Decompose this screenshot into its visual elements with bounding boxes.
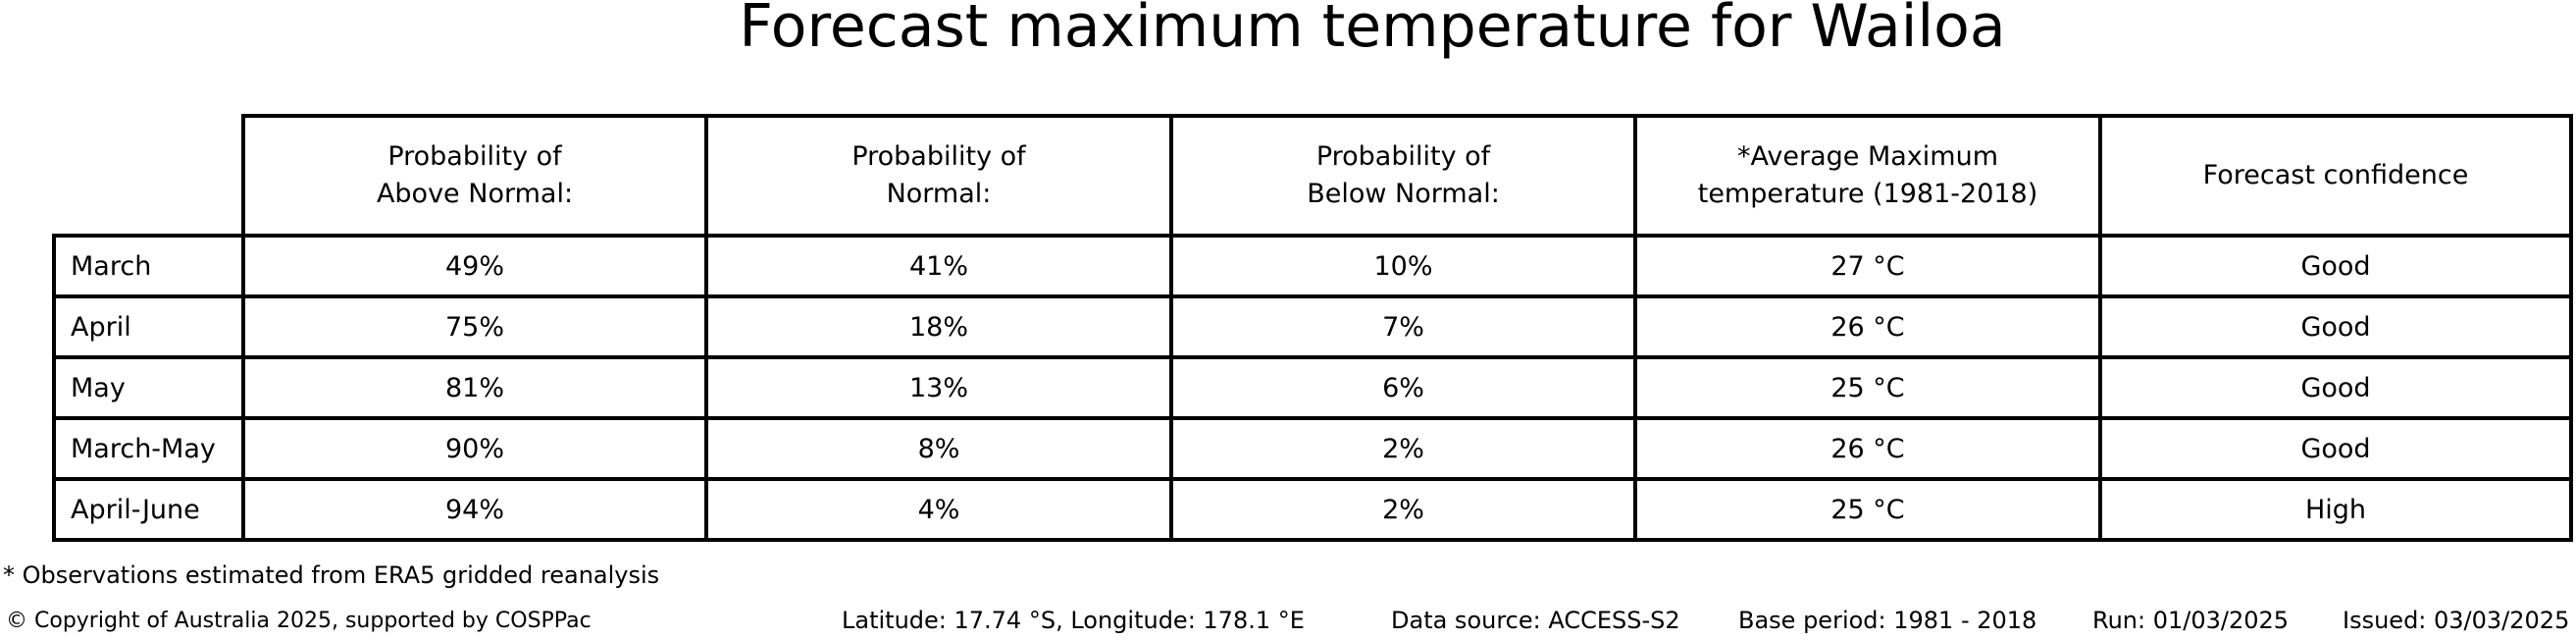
table-cell: 94% [241,477,708,542]
column-header-normal: Probability of Normal: [704,114,1173,238]
table-cell: Good [2098,294,2573,359]
column-header-forecast-confidence: Forecast confidence [2098,114,2573,238]
table-cell: 49% [241,234,708,298]
issued-date-text: Issued: 03/03/2025 [2343,607,2570,634]
table-cell: 25 °C [1633,477,2102,542]
forecast-table: Probability of Above Normal: Probability… [52,114,2573,542]
column-header-avg-max-temp: *Average Maximum temperature (1981-2018) [1633,114,2102,238]
row-label: March-May [52,416,245,481]
table-cell: 25 °C [1633,355,2102,420]
table-cell: Good [2098,416,2573,481]
row-label: April [52,294,245,359]
table-cell: 2% [1169,477,1637,542]
table-row: March-May 90% 8% 2% 26 °C Good [52,416,2573,481]
table-cell: 13% [704,355,1173,420]
table-cell: Good [2098,234,2573,298]
table-header-row: Probability of Above Normal: Probability… [54,114,2573,238]
corner-cell [54,116,243,236]
table-row: March 49% 41% 10% 27 °C Good [52,234,2573,298]
base-period-text: Base period: 1981 - 2018 [1738,607,2037,634]
table-cell: 18% [704,294,1173,359]
table-cell: 2% [1169,416,1637,481]
column-header-above-normal: Probability of Above Normal: [241,114,708,238]
table-cell: 41% [704,234,1173,298]
lat-lon-text: Latitude: 17.74 °S, Longitude: 178.1 °E [842,607,1305,634]
table-cell: 7% [1169,294,1637,359]
table-cell: 10% [1169,234,1637,298]
table-cell: 90% [241,416,708,481]
copyright-text: © Copyright of Australia 2025, supported… [6,609,592,633]
column-header-below-normal: Probability of Below Normal: [1169,114,1637,238]
table-cell: 26 °C [1633,294,2102,359]
table-row: May 81% 13% 6% 25 °C Good [52,355,2573,420]
table-cell: 6% [1169,355,1637,420]
table-cell: 27 °C [1633,234,2102,298]
page-title: Forecast maximum temperature for Wailoa [739,0,2006,61]
table-row: April 75% 18% 7% 26 °C Good [52,294,2573,359]
run-date-text: Run: 01/03/2025 [2092,607,2290,634]
row-label: March [52,234,245,298]
table-cell: 4% [704,477,1173,542]
observations-footnote: * Observations estimated from ERA5 gridd… [3,561,660,589]
table-cell: High [2098,477,2573,542]
table-cell: Good [2098,355,2573,420]
table-cell: 75% [241,294,708,359]
table-cell: 26 °C [1633,416,2102,481]
data-source-text: Data source: ACCESS-S2 [1391,607,1680,634]
table-cell: 81% [241,355,708,420]
row-label: April-June [52,477,245,542]
row-label: May [52,355,245,420]
table-cell: 8% [704,416,1173,481]
table-row: April-June 94% 4% 2% 25 °C High [52,477,2573,542]
